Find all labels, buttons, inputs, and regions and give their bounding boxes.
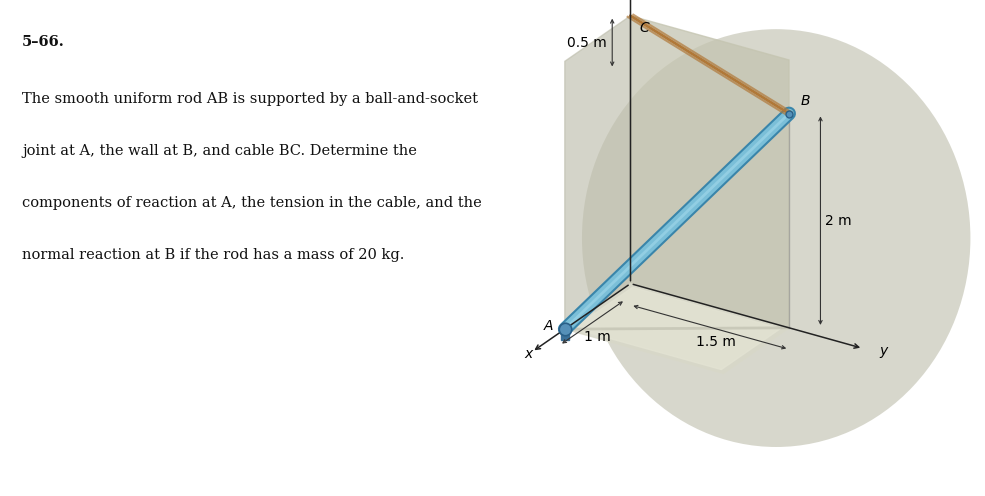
Text: y: y — [880, 344, 887, 359]
Text: x: x — [525, 347, 533, 361]
Polygon shape — [564, 16, 630, 329]
Text: normal reaction at B if the rod has a mass of 20 kg.: normal reaction at B if the rod has a ma… — [22, 248, 405, 262]
Text: A: A — [544, 319, 554, 333]
Text: 5–66.: 5–66. — [22, 35, 65, 49]
Text: B: B — [801, 94, 810, 108]
Text: 2 m: 2 m — [825, 214, 852, 228]
Text: C: C — [639, 21, 649, 35]
Text: components of reaction at A, the tension in the cable, and the: components of reaction at A, the tension… — [22, 196, 482, 210]
Text: 1 m: 1 m — [584, 330, 611, 345]
Ellipse shape — [582, 29, 970, 447]
Text: 0.5 m: 0.5 m — [566, 36, 607, 50]
Polygon shape — [564, 284, 789, 373]
Text: 1.5 m: 1.5 m — [695, 335, 736, 349]
Polygon shape — [630, 16, 789, 328]
Text: The smooth uniform rod AB is supported by a ball-and-socket: The smooth uniform rod AB is supported b… — [22, 92, 478, 106]
Text: joint at A, the wall at B, and cable BC. Determine the: joint at A, the wall at B, and cable BC.… — [22, 144, 417, 158]
Polygon shape — [573, 287, 780, 370]
